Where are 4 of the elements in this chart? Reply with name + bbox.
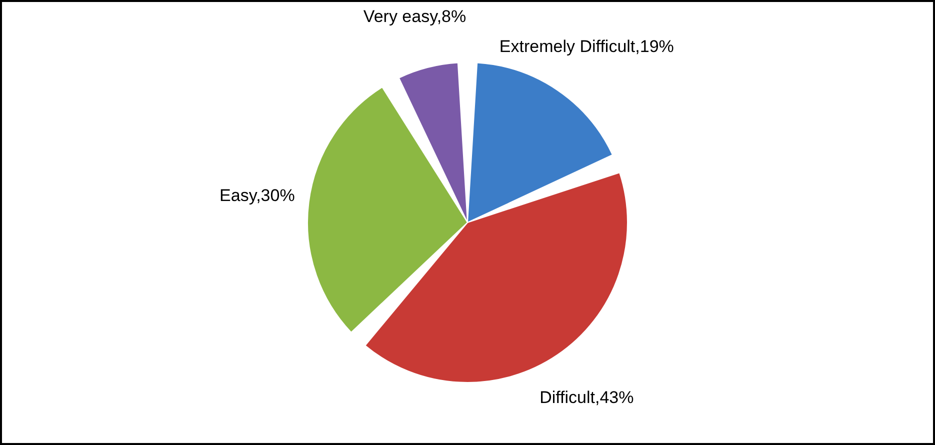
slice-label: Difficult,43% [540, 388, 634, 407]
slice-label: Easy,30% [220, 186, 295, 205]
slice-label: Very easy,8% [363, 7, 466, 26]
slice-label: Extremely Difficult,19% [499, 37, 674, 56]
